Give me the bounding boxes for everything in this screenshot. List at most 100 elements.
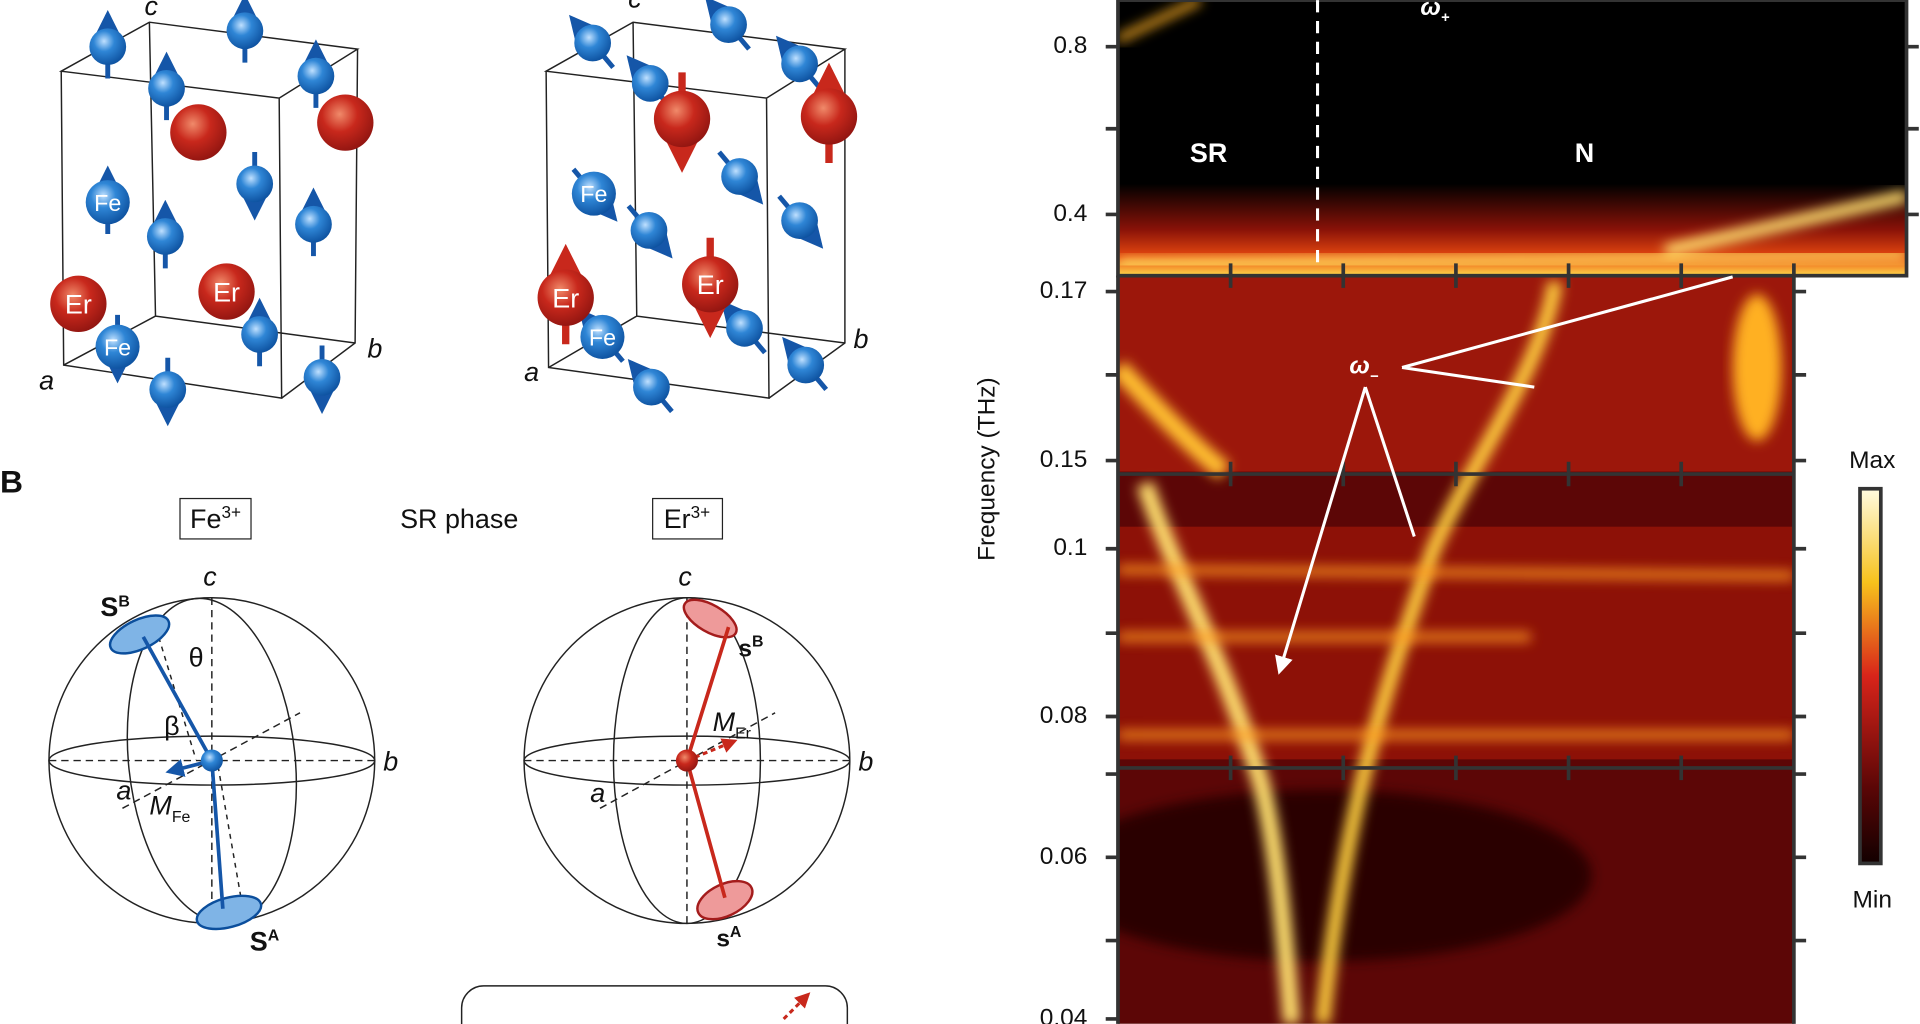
spin-sup: A [730, 924, 742, 941]
mode-arrows [1280, 275, 1734, 671]
fe-atom [95, 324, 140, 369]
atom [675, 749, 698, 772]
panel-label: B [0, 463, 23, 499]
axis-label: b [853, 324, 868, 354]
spin-label: sA [716, 924, 742, 953]
atom-label: Fe [589, 324, 616, 350]
er-atom [198, 263, 255, 320]
y-axis-label: Frequency (THz) [973, 377, 1000, 561]
fe-atom [295, 205, 332, 243]
fe-atom [781, 202, 818, 239]
fe-atom [726, 309, 763, 347]
fe-atom [787, 346, 825, 384]
spin-vector [141, 636, 225, 909]
axis-label: b [367, 334, 382, 364]
ion-label: Fe3+ [190, 502, 241, 534]
fe-atom [89, 28, 127, 66]
fe-atom [631, 65, 669, 102]
moment-base: M [713, 707, 736, 737]
y-tick-label: 0.8 [1053, 32, 1087, 59]
atoms: Fe Fe Fe Fe Er Er Er Er [50, 0, 858, 427]
colorbar-max: Max [1849, 447, 1895, 474]
y-tick-label: 0.08 [1040, 702, 1088, 729]
spin-label: SA [250, 926, 280, 956]
spin-sup: B [118, 593, 130, 610]
atom-label: Fe [104, 334, 131, 360]
ion-sup: 3+ [221, 502, 241, 522]
spin-precession [696, 879, 754, 921]
er-atom [682, 256, 739, 313]
mode-label: ω+ [1420, 0, 1449, 26]
atom-label: Er [213, 277, 240, 307]
axis-label: c [628, 0, 642, 14]
legend-box [460, 985, 849, 1024]
y-tick-label: 0.1 [1053, 534, 1087, 561]
spin-precession [108, 614, 171, 655]
moment-base: M [149, 790, 172, 820]
er-atom [50, 275, 107, 332]
region-label: N [1575, 138, 1594, 168]
crystal-labels: c a b c a b [39, 0, 868, 396]
fe-atom [146, 218, 184, 255]
atom-label: Fe [94, 190, 121, 216]
spin-base: s [738, 635, 752, 662]
fe-atom [149, 371, 187, 408]
region-label: SR [1190, 138, 1227, 168]
fe-atom [236, 165, 274, 203]
moment-label: MFe [149, 790, 190, 825]
legend-arrow [782, 992, 811, 1021]
mode-label: ω− [1349, 353, 1378, 385]
axis-label: a [39, 366, 54, 396]
phase-label: SR phase [400, 504, 518, 534]
atom-label: Er [697, 270, 724, 300]
er-atom [537, 269, 594, 326]
ion-base: Fe [190, 504, 221, 534]
axis-label: c [678, 561, 692, 591]
fe-atom [226, 12, 264, 50]
er-atom [317, 94, 374, 151]
ion-box [179, 497, 252, 540]
er-atom [800, 88, 858, 145]
er-atom [653, 90, 711, 148]
fe-atom [571, 171, 616, 216]
y-tick-label: 0.15 [1040, 446, 1088, 473]
moment-sub: Er [735, 726, 752, 743]
fe-atom [710, 6, 747, 44]
spin-label: sB [738, 634, 763, 663]
y-tick-label: 0.17 [1040, 277, 1088, 304]
mode-sub: + [1441, 10, 1450, 26]
fe-atom [303, 358, 341, 396]
axis-label: a [116, 776, 131, 806]
atom-label: Er [552, 284, 579, 314]
fe-atom [85, 180, 130, 225]
spin-sup: A [268, 928, 280, 945]
heatmap: SR N ω+ ω− 0.80.40.170.150.10.080.060.04… [973, 0, 1919, 1024]
angle-label: θ [189, 642, 204, 672]
fe-atom [580, 314, 625, 359]
fe-atom [630, 212, 668, 249]
spin-precession [682, 598, 738, 639]
ion-base: Er [664, 504, 691, 534]
atom-label: Er [65, 290, 92, 320]
fe-atom [241, 316, 278, 353]
axis-label: a [590, 778, 605, 808]
y-tick-labels: 0.8 0.4 0.17 0.15 0.1 0.08 0.06 0.04 [1040, 32, 1088, 1024]
axis-label: a [524, 357, 539, 387]
colorbar [1858, 486, 1883, 866]
ion-label: Er3+ [664, 502, 710, 534]
axis-label: b [858, 746, 873, 776]
mode-sub: − [1370, 369, 1379, 385]
fe-atom [633, 368, 670, 406]
fe-atom [148, 69, 185, 107]
spin-label: SB [100, 592, 129, 622]
moment-label: MEr [713, 707, 752, 742]
atom [200, 749, 223, 772]
fe-atom [721, 158, 758, 195]
spin-base: S [100, 592, 118, 622]
axis-label: c [203, 561, 217, 591]
y-tick-label: 0.4 [1053, 200, 1087, 227]
axis-label: b [383, 746, 398, 776]
mode-base: ω [1349, 353, 1369, 380]
angle-label: β [164, 711, 179, 741]
